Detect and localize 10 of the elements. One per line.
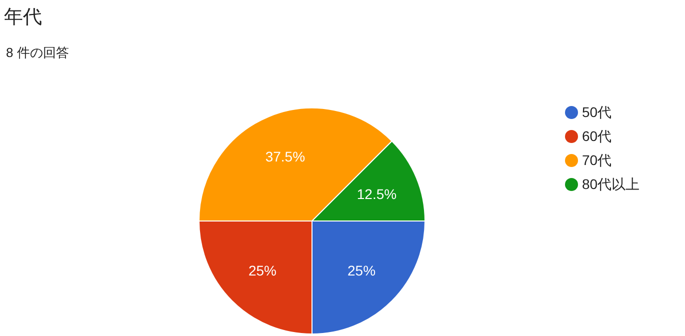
data-label: 37.5% (265, 148, 306, 164)
legend-label: 60代 (582, 128, 612, 144)
data-label: 12.5% (356, 186, 397, 202)
text: 8 件の回答 (6, 44, 69, 62)
legend-label: 70代 (582, 152, 612, 168)
legend-label: 50代 (582, 104, 612, 120)
data-label: 25% (248, 262, 276, 279)
data-label: 25% (348, 262, 376, 279)
text: 年代 (4, 6, 42, 30)
legend-label: 80代以上 (582, 176, 640, 192)
